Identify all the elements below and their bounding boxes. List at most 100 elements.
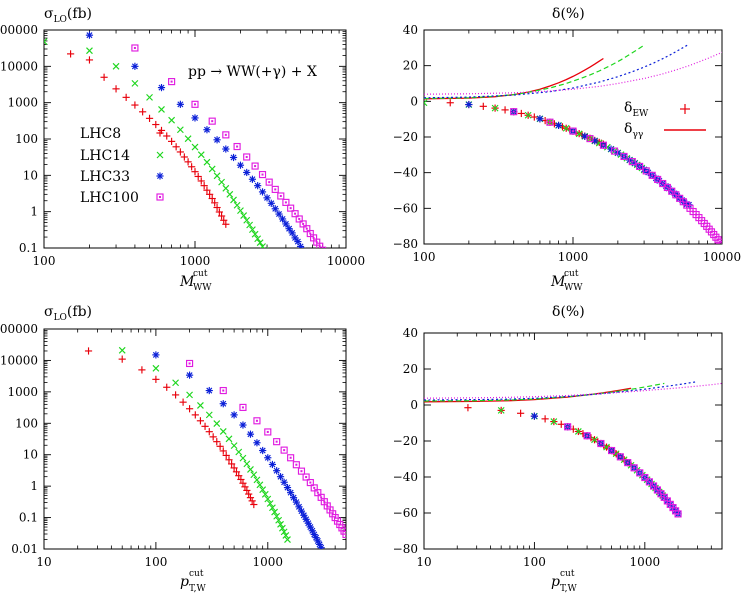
data-point <box>278 524 286 532</box>
data-point <box>235 472 243 480</box>
data-point <box>205 428 213 436</box>
data-point <box>250 500 258 509</box>
data-point <box>271 508 278 516</box>
data-point <box>628 158 636 166</box>
legend-label-main: δ <box>624 100 632 116</box>
data-point <box>501 106 509 114</box>
data-point <box>163 383 171 391</box>
x-axis-title-sup: cut <box>189 569 204 579</box>
panel-mww-cross-section: σLO(fb) pp → WW(+γ) + X M cut WW LHC8 LH… <box>0 6 365 293</box>
data-point <box>267 199 275 207</box>
x-tick-label: 10 <box>36 555 51 569</box>
legend-entry-lhc8: LHC8 <box>80 126 164 142</box>
data-point <box>196 417 205 425</box>
data-point <box>86 47 93 55</box>
data-point <box>233 142 241 151</box>
data-point <box>530 113 538 121</box>
data-point <box>191 168 199 176</box>
data-point <box>342 530 346 539</box>
data-point <box>659 179 667 188</box>
data-point <box>261 490 269 498</box>
data-point <box>288 229 296 237</box>
data-point <box>112 85 120 93</box>
y-axis-title-unit: (fb) <box>67 304 92 320</box>
x-axis-title-sub: T,W <box>560 584 578 594</box>
x-axis-title-sub: WW <box>564 283 583 293</box>
data-point <box>243 153 251 161</box>
x-tick-label: 100 <box>523 555 546 569</box>
y-tick-label: 10000 <box>0 59 38 73</box>
x-tick-label: 10 <box>416 555 431 569</box>
svg-text:δ(%): δ(%) <box>552 6 585 22</box>
y-tick-label: 40 <box>403 326 418 340</box>
data-point <box>191 114 199 122</box>
data-point <box>219 386 227 395</box>
series-line <box>424 382 722 399</box>
legend-entry-delta-ew: δEW <box>624 100 690 119</box>
series-lhc33 <box>152 351 325 549</box>
data-point <box>171 391 180 399</box>
data-point <box>209 433 217 441</box>
data-point <box>225 435 233 443</box>
y-tick-label: 20 <box>403 362 418 376</box>
data-point <box>295 215 303 223</box>
series-lhc100 <box>186 359 346 539</box>
data-point <box>674 510 682 518</box>
data-point <box>206 190 214 198</box>
y-axis-title-main: σ <box>44 6 54 22</box>
data-point <box>237 475 245 484</box>
series-lhc14-ew <box>424 99 648 174</box>
data-point <box>575 130 583 138</box>
data-point <box>277 520 284 528</box>
data-point <box>319 246 327 248</box>
data-point <box>524 111 532 119</box>
plot-area <box>44 31 327 262</box>
y-axis-title-main: σ <box>44 304 54 320</box>
data-point <box>146 93 153 101</box>
x-axis-title-sup: cut <box>193 269 208 279</box>
x-tick-label: 10000 <box>327 254 365 268</box>
series-lhc100- <box>424 382 722 399</box>
plot-frame <box>423 29 723 245</box>
y-tick-label: 10 <box>23 168 38 182</box>
data-point <box>131 101 139 109</box>
data-point <box>530 412 539 420</box>
series-lhc8-ew <box>464 404 635 469</box>
data-point <box>273 512 281 520</box>
x-axis-title-sub: WW <box>193 283 212 293</box>
data-point <box>663 183 671 192</box>
data-point <box>211 199 219 207</box>
data-point <box>118 355 126 363</box>
legend-marker-lhc33 <box>156 172 164 180</box>
data-point <box>203 186 211 194</box>
plot-area <box>424 43 722 244</box>
legend-marker-lhc14 <box>156 151 164 159</box>
data-point <box>180 153 188 161</box>
data-point <box>213 438 221 446</box>
data-point <box>145 114 154 122</box>
legend-label-main: δ <box>624 121 632 137</box>
data-point <box>536 115 544 123</box>
series-lhc8- <box>424 57 604 100</box>
data-point <box>253 476 261 484</box>
data-point <box>229 153 238 162</box>
legend-marker-symbol <box>156 193 164 201</box>
y-tick-label: −80 <box>393 542 418 556</box>
legend-label-sub: EW <box>632 109 649 119</box>
data-point <box>304 255 311 262</box>
data-point <box>275 210 283 218</box>
data-point <box>280 446 288 454</box>
data-point <box>217 212 226 220</box>
data-point <box>216 442 224 450</box>
legend-label-sub: γγ <box>632 130 643 140</box>
series-line <box>424 43 690 99</box>
data-point <box>225 456 233 464</box>
data-point <box>648 171 656 179</box>
y-axis-title-unit: (%) <box>560 304 584 320</box>
data-point <box>259 446 267 455</box>
data-point <box>219 447 227 455</box>
y-tick-label: −20 <box>393 434 418 448</box>
data-point <box>222 220 230 228</box>
data-point <box>213 136 221 144</box>
